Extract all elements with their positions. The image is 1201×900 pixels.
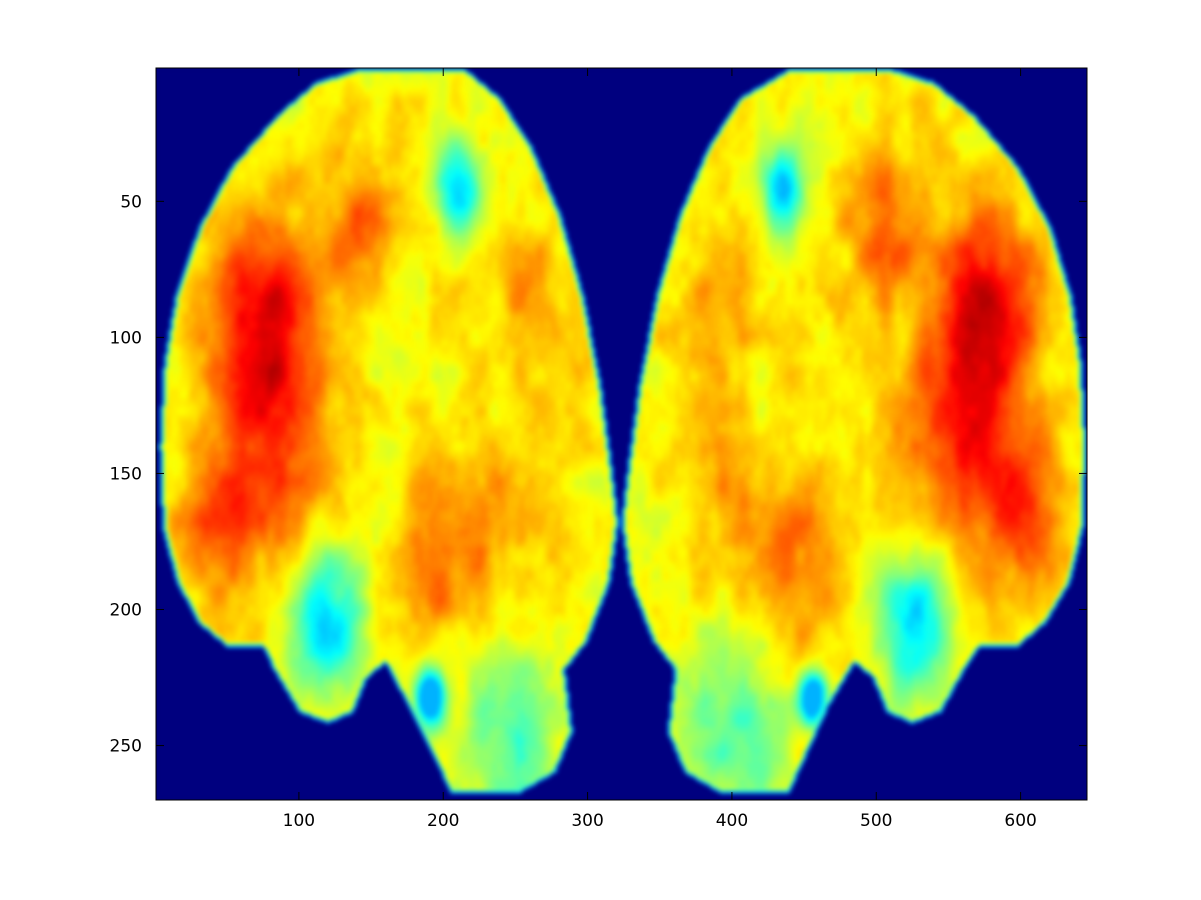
x-tick-label: 400 [716,811,748,831]
x-tick-label: 600 [1004,811,1036,831]
x-tick-label: 300 [571,811,603,831]
y-axis: 50 100 150 200 250 [110,192,1087,757]
y-tick-label: 150 [110,464,142,484]
plot-area [156,68,1087,800]
x-tick-label: 500 [860,811,892,831]
y-tick-label: 250 [110,737,142,757]
x-axis: 100 200 300 400 500 600 [283,68,1037,831]
heatmap-image [156,68,1087,800]
y-tick-label: 50 [120,192,142,212]
x-tick-label: 100 [283,811,315,831]
y-tick-label: 100 [110,328,142,348]
y-tick-label: 200 [110,601,142,621]
x-tick-label: 200 [427,811,459,831]
axes-frame [155,67,1088,801]
